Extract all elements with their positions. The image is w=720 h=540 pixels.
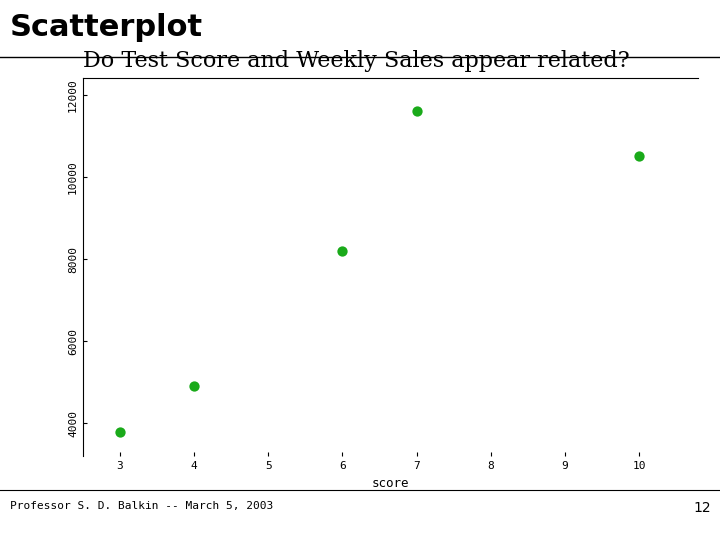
Point <box>114 427 126 436</box>
Point <box>634 152 645 161</box>
Point <box>189 382 200 391</box>
Text: 12: 12 <box>693 501 711 515</box>
Point <box>411 107 423 116</box>
Text: Professor S. D. Balkin -- March 5, 2003: Professor S. D. Balkin -- March 5, 2003 <box>10 501 274 511</box>
X-axis label: score: score <box>372 477 410 490</box>
Text: Scatterplot: Scatterplot <box>10 14 203 43</box>
Text: Do Test Score and Weekly Sales appear related?: Do Test Score and Weekly Sales appear re… <box>83 50 629 72</box>
Point <box>337 247 348 255</box>
